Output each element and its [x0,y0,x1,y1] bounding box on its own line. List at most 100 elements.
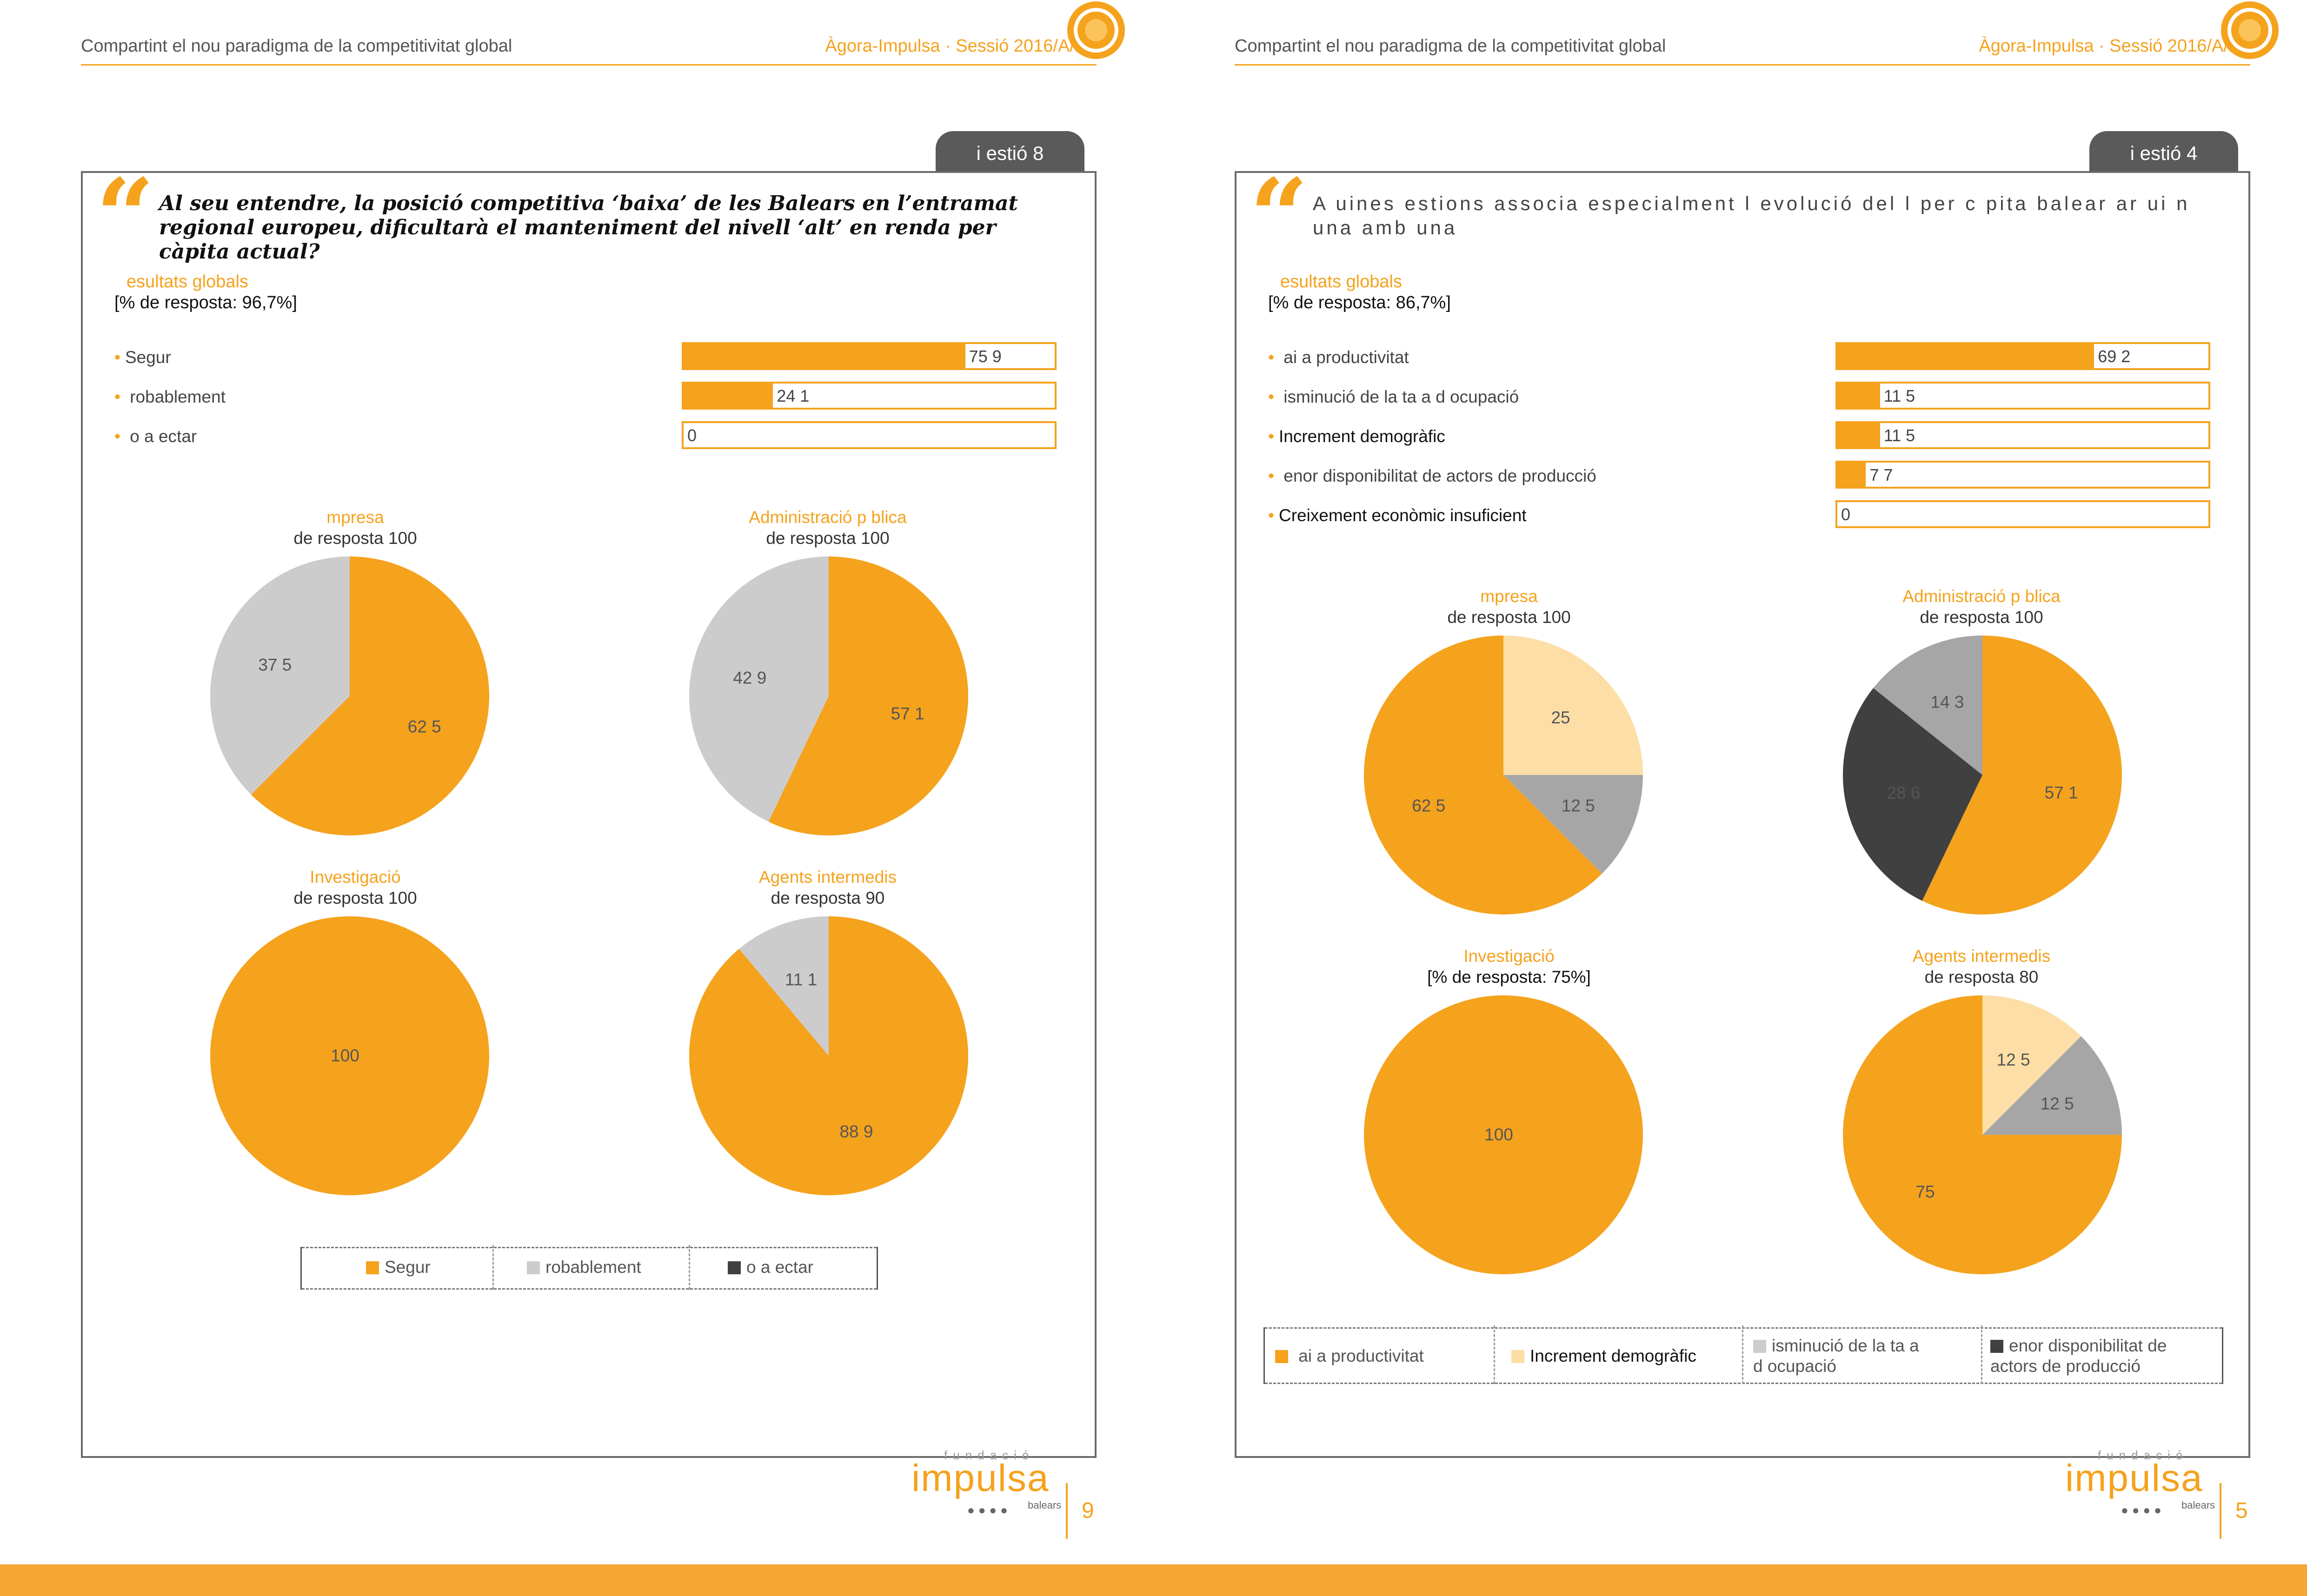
pie-subtitle: de resposta 100 [1920,608,2043,627]
legend-item: ai a productivitat [1275,1346,1424,1366]
bar-value-label: 75 9 [969,347,1002,366]
pie-title: Administració p blica [749,508,907,527]
pie-slice [1982,995,2081,1135]
pie-slice [1503,775,1643,874]
pie-chart-administracio: 57 1 42 9 [689,556,968,835]
pie-chart-agents: 75 12 5 12 5 [1843,995,2122,1274]
results-title: esultats globals [126,272,248,291]
bullet-icon: • [114,387,120,406]
pie-slice [689,556,829,822]
pie-slice [1982,1036,2122,1135]
swatch-icon [1990,1340,2003,1353]
pie-value-label: 12 5 [2041,1094,2074,1113]
logo: fundació impulsa ●●●● balears [911,1448,1062,1517]
pie-value-label: 100 [1484,1125,1513,1144]
bullet-icon: • [114,348,120,367]
option-item: • o a ectar [114,427,197,446]
results-subtitle: [% de resposta: 86,7%] [1268,293,1451,312]
pie-subtitle: de resposta 100 [293,888,417,907]
pie-value-label: 75 [1915,1182,1935,1201]
pie-value-label: 100 [331,1046,359,1065]
pie-chart-investigacio: 100 [210,916,489,1195]
pie-slice [768,556,968,835]
pie-slice [1503,636,1643,775]
pie-slice [210,916,489,1195]
page-left: Compartint el nou paradigma de la compet… [0,0,1153,1596]
pie-chart-empresa: 62 5 25 12 5 [1364,636,1643,914]
option-item: • enor disponibilitat de actors de produ… [1268,466,1596,485]
bar-value-label: 11 5 [1883,386,1915,405]
bar: 0 [682,421,1057,449]
pie-value-label: 42 9 [733,669,766,688]
bullet-icon: • [1268,506,1274,525]
legend-item: enor disponibilitat de actors de producc… [1990,1336,2167,1376]
pie-value-label: 11 1 [785,970,817,989]
question-tab: i estió 4 [2089,131,2238,173]
bullet-icon: • [114,427,120,446]
pie-title: Investigació [1463,947,1555,966]
option-item: • Increment demogràfic [1268,427,1445,446]
pie-value-label: 25 [1551,708,1570,727]
header-rule [1235,64,2250,66]
legend: Segur robablement o a ectar [300,1245,878,1290]
bar: 24 1 [682,382,1057,410]
pie-title: Agents intermedis [1912,947,2051,966]
option-item: • isminució de la ta a d ocupació [1268,387,1519,406]
swatch-icon [1275,1350,1288,1363]
bar-value-label: 24 1 [777,386,810,405]
header-session: Àgora-Impulsa · Sessió 2016/A/1 [825,36,1084,56]
pie-value-label: 88 9 [839,1122,873,1141]
pie-slice [1843,688,1982,901]
swatch-icon [366,1261,379,1274]
results-subtitle: [% de resposta: 96,7%] [114,293,297,312]
pie-subtitle: de resposta 90 [771,888,885,907]
pie-chart-agents: 88 9 11 1 [689,916,968,1195]
header-title: Compartint el nou paradigma de la compet… [81,36,512,56]
logo: fundació impulsa ●●●● balears [2065,1448,2215,1517]
legend-item: isminució de la ta a d ocupació [1753,1336,1919,1376]
option-item: • robablement [114,387,226,406]
swatch-icon [1511,1350,1524,1363]
bar-fill [1837,384,1880,408]
pie-slice [1364,636,1602,914]
pie-slice [739,916,829,1056]
header-title: Compartint el nou paradigma de la compet… [1235,36,1666,56]
page-number: 9 [1082,1498,1094,1523]
question-box [81,171,1097,1458]
bar: 0 [1835,500,2210,528]
bar-fill [684,344,965,368]
pie-subtitle: [% de resposta: 75%] [1427,967,1591,987]
option-item: • ai a productivitat [1268,348,1409,367]
pie-subtitle: de resposta 100 [293,529,417,548]
pie-value-label: 62 5 [1412,796,1445,815]
bullet-icon: • [1268,427,1274,446]
pie-title: mpresa [326,508,384,527]
swatch-icon [527,1261,540,1274]
legend-item: Increment demogràfic [1511,1346,1696,1366]
legend: ai a productivitat Increment demogràfic … [1263,1325,2223,1384]
emblem-icon [1067,1,1125,59]
pie-slice [1873,636,1982,775]
question-box [1235,171,2250,1458]
legend-item: o a ectar [728,1257,813,1278]
pie-value-label: 37 5 [258,655,292,674]
results-title: esultats globals [1280,272,1402,291]
bar: 75 9 [682,342,1057,370]
pie-value-label: 12 5 [1562,796,1595,815]
bullet-icon: • [1268,466,1274,485]
swatch-icon [728,1261,741,1274]
emblem-icon [2221,1,2279,59]
bar-fill [684,384,773,408]
pie-value-label: 14 3 [1930,692,1964,711]
bar: 7 7 [1835,461,2210,489]
pie-title: Investigació [310,868,401,887]
bar: 11 5 [1835,421,2210,449]
bottom-band [0,1564,2307,1596]
bar-value-label: 11 5 [1883,426,1915,445]
bar: 69 2 [1835,342,2210,370]
legend-item: robablement [527,1257,641,1278]
pie-chart-investigacio: 100 [1364,995,1643,1274]
page-number: 5 [2235,1498,2248,1523]
bar-value-label: 7 7 [1869,465,1893,484]
pie-slice [1364,995,1643,1274]
